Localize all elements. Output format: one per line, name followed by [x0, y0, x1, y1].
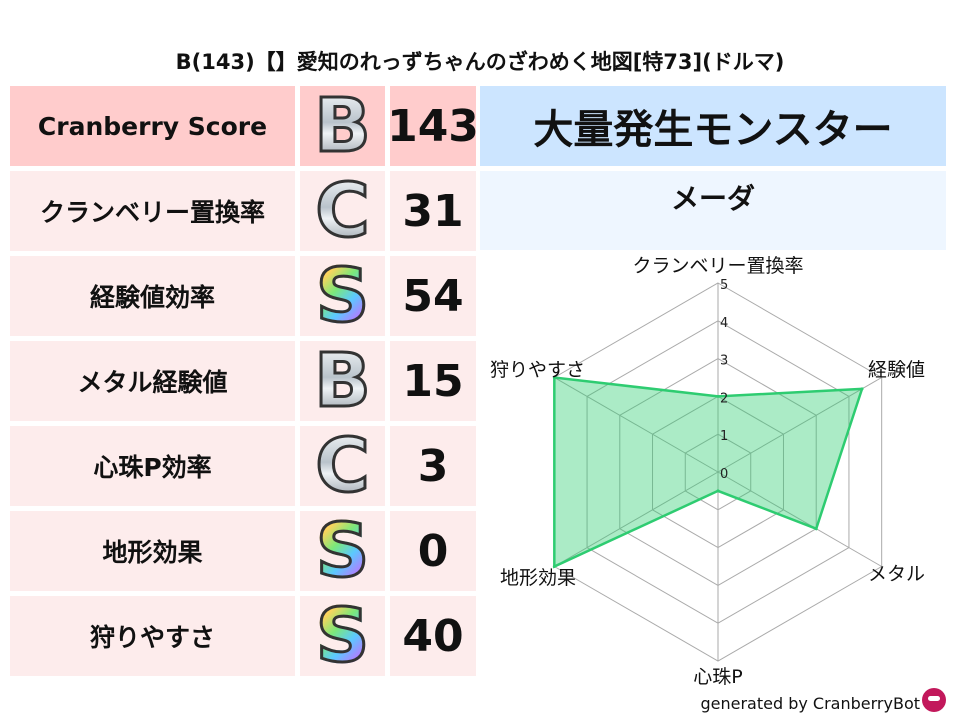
grid-spoke — [554, 377, 719, 473]
data-point — [716, 394, 720, 398]
page-title: B(143)【】愛知のれっずちゃんのざわめく地図[特73](ドルマ) — [175, 50, 785, 74]
row-grade: S — [300, 511, 385, 591]
series-area — [553, 376, 864, 569]
grade-badge: S — [314, 253, 370, 339]
axis-label: メタル — [868, 563, 925, 585]
grade-badge: C — [314, 168, 371, 254]
footer-credit: generated by CranberryBot — [700, 694, 920, 713]
grid-spoke — [717, 377, 882, 473]
data-point — [814, 527, 818, 531]
row-value: 143 — [387, 86, 479, 166]
row-label: 狩りやすさ — [10, 596, 295, 676]
cranberrybot-logo — [922, 688, 946, 712]
axis-label: 経験値 — [868, 359, 925, 381]
grade-badge: S — [314, 593, 370, 679]
tick-label: 1 — [720, 429, 728, 444]
grid-spoke — [554, 471, 719, 567]
monster-header: 大量発生モンスター — [480, 86, 946, 166]
tick-label: 0 — [720, 467, 728, 482]
axis-label: 地形効果 — [500, 567, 576, 589]
row-value: 54 — [390, 256, 476, 336]
grade-badge: B — [313, 338, 372, 424]
row-value: 40 — [390, 596, 476, 676]
row-label: メタル経験値 — [10, 341, 295, 421]
row-value: 3 — [390, 426, 476, 506]
tick-label: 3 — [720, 354, 728, 369]
row-grade: C — [300, 426, 385, 506]
row-label: クランベリー置換率 — [10, 171, 295, 251]
row-label: 経験値効率 — [10, 256, 295, 336]
grid-spoke — [717, 471, 882, 567]
data-point — [860, 387, 864, 391]
row-grade: S — [300, 596, 385, 676]
row-grade: S — [300, 256, 385, 336]
data-point — [552, 565, 556, 568]
data-point — [716, 489, 720, 493]
axis-label: 心珠P — [693, 666, 742, 688]
tick-label: 2 — [720, 391, 728, 406]
row-label: Cranberry Score — [10, 86, 295, 166]
row-grade: C — [300, 171, 385, 251]
row-value: 31 — [390, 171, 476, 251]
grade-badge: S — [314, 508, 370, 594]
monster-name: メーダ — [480, 171, 946, 250]
grade-badge: C — [314, 423, 371, 509]
row-grade: B — [300, 86, 385, 166]
axis-label: 狩りやすさ — [490, 359, 585, 381]
tick-label: 4 — [720, 316, 728, 331]
grade-badge: B — [313, 83, 372, 169]
row-label: 地形効果 — [10, 511, 295, 591]
row-value: 0 — [390, 511, 476, 591]
tick-label: 5 — [720, 278, 728, 293]
row-grade: B — [300, 341, 385, 421]
row-value: 15 — [390, 341, 476, 421]
row-label: 心珠P効率 — [10, 426, 295, 506]
data-point — [552, 376, 556, 379]
axis-label: クランベリー置換率 — [632, 255, 803, 277]
